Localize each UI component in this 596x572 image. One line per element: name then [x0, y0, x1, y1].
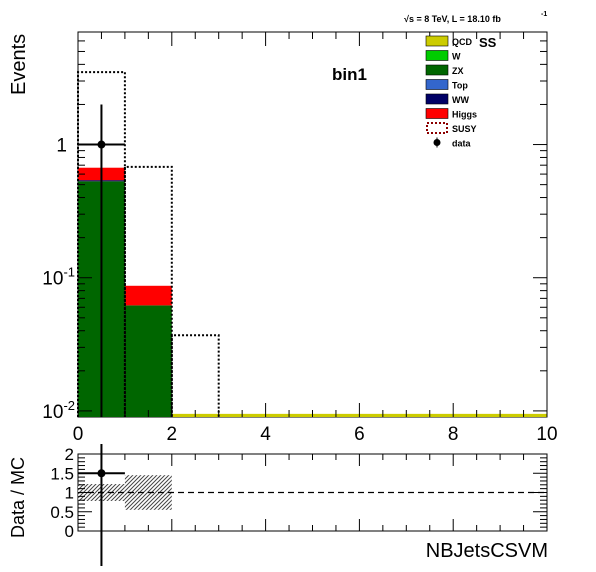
overlay-susy-bin2	[170, 334, 220, 417]
y-tick-label-2: 10-2	[42, 398, 75, 423]
ratio-y-tick-label-2: 1	[65, 484, 74, 503]
x-tick-label-1: 2	[167, 424, 178, 445]
legend-swatch-zx	[425, 64, 449, 76]
bar-zx-bin1	[124, 305, 172, 417]
x-tick-label-2: 4	[260, 424, 271, 445]
legend-label-susy: SUSY	[452, 124, 477, 134]
ratio-y-axis-title: Data / MC	[8, 457, 28, 538]
ratio-y-tick-label-3: 1.5	[50, 464, 74, 483]
lumi-exponent: -1	[541, 11, 547, 18]
legend: QCD W ZX Top WW Higgs SUSY data	[425, 35, 477, 149]
bin-label: bin1	[332, 65, 367, 84]
legend-swatch-ww	[425, 93, 449, 105]
bar-higgs-bin1	[124, 285, 172, 306]
main-plot-panel: 1 10-1 10-2 0 2 4 6 8 10 Events	[8, 31, 558, 445]
x-axis-title: NBJetsCSVM	[426, 540, 548, 562]
y-axis-title: Events	[8, 34, 30, 95]
legend-label-qcd: QCD	[452, 37, 473, 47]
ratio-point-0	[97, 469, 106, 478]
legend-swatch-qcd	[425, 35, 449, 47]
legend-swatch-w	[425, 50, 449, 61]
x-tick-label-5: 10	[536, 424, 557, 445]
data-point-0	[97, 140, 106, 149]
legend-label-data: data	[452, 139, 472, 149]
x-tick-label-3: 6	[354, 424, 365, 445]
y-tick-label-1: 10-1	[42, 265, 75, 290]
x-tick-label-4: 8	[448, 424, 459, 445]
legend-label-top: Top	[452, 81, 468, 91]
legend-swatch-susy	[426, 122, 448, 134]
energy-lumi-label: √s = 8 TeV, L = 18.10 fb	[404, 14, 501, 24]
overlay-susy-bin1	[123, 165, 173, 417]
legend-swatch-higgs	[425, 108, 449, 119]
ratio-plot-panel: 00.511.52 Data / MC NBJetsCSVM	[8, 444, 548, 566]
legend-swatch-top	[425, 79, 449, 90]
legend-label-w: W	[452, 52, 461, 62]
y-tick-label-0: 1	[56, 136, 67, 157]
ratio-y-tick-label-4: 2	[65, 445, 74, 464]
ratio-y-tick-label-1: 0.5	[50, 503, 74, 522]
ratio-y-tick-label-0: 0	[65, 522, 74, 541]
legend-label-higgs: Higgs	[452, 110, 477, 120]
legend-label-zx: ZX	[452, 66, 464, 76]
legend-label-ww: WW	[452, 95, 469, 105]
x-tick-label-0: 0	[73, 424, 84, 445]
region-tag: SS	[479, 35, 497, 50]
